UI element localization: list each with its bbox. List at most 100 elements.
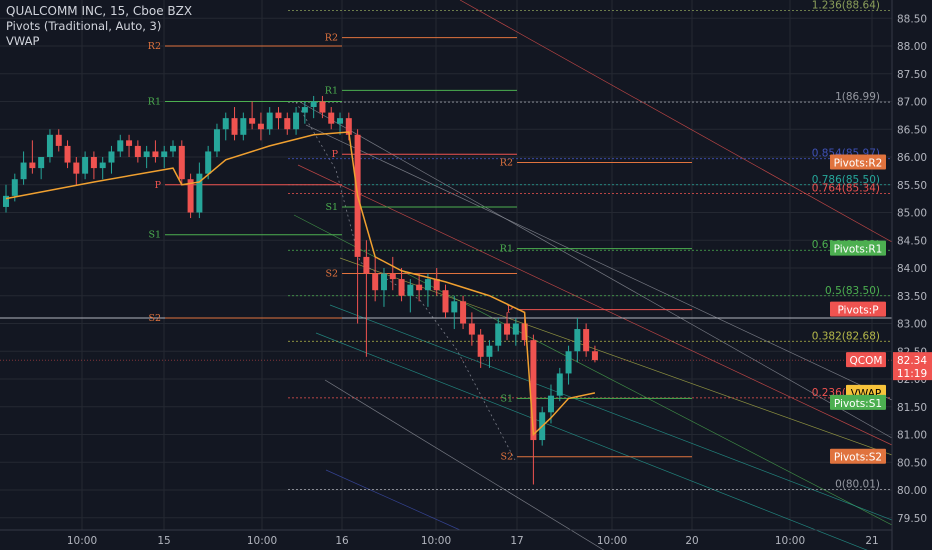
candle-body bbox=[55, 134, 62, 146]
pivot-label: S1 bbox=[148, 230, 161, 241]
candle-body bbox=[310, 101, 317, 108]
candle-body bbox=[512, 323, 519, 335]
fib-level-label: 0(80.01) bbox=[835, 478, 880, 490]
time-tick-label: 16 bbox=[335, 535, 349, 547]
time-tick-label: 15 bbox=[157, 535, 170, 547]
candle-body bbox=[152, 151, 159, 157]
candle-body bbox=[117, 140, 124, 152]
candle-body bbox=[99, 162, 106, 169]
candle-body bbox=[451, 301, 458, 313]
pivot-label: P bbox=[332, 149, 339, 160]
pivot-label: R2 bbox=[500, 158, 513, 169]
price-tag-label: Pivots:P bbox=[837, 305, 878, 317]
vwap-line bbox=[5, 131, 596, 437]
price-tags: Pivots:R2Pivots:R1Pivots:PVWAPPivots:S1P… bbox=[0, 154, 932, 464]
price-tag-label-bg bbox=[830, 154, 886, 170]
candle-body bbox=[187, 179, 194, 213]
channel-line bbox=[459, 0, 893, 243]
price-tag-label: Pivots:S2 bbox=[834, 452, 882, 464]
fib-level-label: 0.5(83.50) bbox=[825, 285, 880, 297]
time-tick-label: 21 bbox=[865, 535, 878, 547]
candle-body bbox=[398, 279, 405, 296]
candle-body bbox=[82, 157, 89, 174]
candle-body bbox=[205, 151, 212, 174]
candle-body bbox=[565, 351, 572, 374]
candle-body bbox=[337, 118, 344, 124]
pivot-label: P bbox=[155, 180, 162, 191]
channel-line bbox=[299, 101, 893, 439]
fib-level-label: 0.786(85.50) bbox=[812, 174, 880, 186]
candle-body bbox=[161, 151, 168, 157]
candle-body bbox=[407, 284, 414, 296]
candle-body bbox=[591, 351, 598, 361]
candle-body bbox=[380, 273, 387, 291]
candle-body bbox=[301, 107, 308, 113]
fib-level-label: 1.236(88.64) bbox=[812, 0, 880, 11]
pivot-label: S2 bbox=[325, 269, 338, 280]
time-tick-label: 10:00 bbox=[67, 535, 97, 547]
price-tag-label: Pivots:R2 bbox=[834, 158, 883, 170]
candle-body bbox=[583, 329, 590, 352]
candle-body bbox=[73, 162, 80, 174]
candle-body bbox=[433, 279, 440, 291]
last-price-tag-bg bbox=[893, 352, 932, 381]
pivot-label: S1 bbox=[325, 202, 338, 213]
time-tick-label: 17 bbox=[510, 535, 523, 547]
candle-body bbox=[275, 112, 282, 119]
channel-line bbox=[339, 257, 893, 456]
candle-body bbox=[328, 112, 335, 124]
candle-body bbox=[530, 340, 537, 441]
candle-body bbox=[257, 123, 264, 130]
candle-body bbox=[46, 134, 53, 157]
candle-body bbox=[293, 112, 300, 130]
candle-body bbox=[108, 151, 115, 163]
pivot-label: R2 bbox=[325, 33, 338, 44]
channel-line bbox=[305, 124, 893, 401]
price-tick-label: 81.00 bbox=[897, 430, 927, 442]
price-tick-label: 80.50 bbox=[897, 457, 927, 469]
time-tick-label: 10:00 bbox=[597, 535, 627, 547]
candle-body bbox=[3, 195, 9, 207]
candle-body bbox=[143, 151, 150, 157]
last-price-value: 82.34 bbox=[897, 355, 927, 367]
candle-body bbox=[424, 279, 431, 291]
candle-body bbox=[477, 334, 484, 357]
price-tick-label: 88.00 bbox=[897, 41, 927, 53]
candle-body bbox=[363, 256, 370, 274]
price-tick-label: 83.50 bbox=[897, 291, 927, 303]
candle-body bbox=[178, 145, 185, 180]
time-tick-label: 10:00 bbox=[775, 535, 805, 547]
price-tag-label-bg bbox=[830, 240, 886, 256]
vwap-path bbox=[5, 131, 596, 437]
candle-body bbox=[196, 173, 203, 213]
time-tick-label: 10:00 bbox=[421, 535, 451, 547]
symbol-title[interactable]: QUALCOMM INC, 15, Cboe BZX bbox=[6, 4, 193, 18]
candle-body bbox=[266, 112, 273, 130]
pivot-label: R1 bbox=[325, 85, 338, 96]
channel-line bbox=[325, 469, 461, 531]
pivots-indicator-label[interactable]: Pivots (Traditional, Auto, 3) bbox=[6, 19, 162, 33]
candle-body bbox=[222, 118, 229, 130]
fib-level-label: 0.764(85.34) bbox=[812, 183, 880, 195]
candle-body bbox=[468, 323, 475, 335]
candle-body bbox=[20, 162, 27, 180]
candle-body bbox=[170, 145, 177, 152]
time-axis[interactable]: 10:00 15 10:00 16 10:00 17 10:00 20 10:00 21 bbox=[0, 529, 892, 547]
price-tick-label: 85.50 bbox=[897, 180, 927, 192]
pivot-label: S2 bbox=[500, 452, 513, 463]
candle-body bbox=[345, 118, 352, 135]
price-tag-label-bg bbox=[830, 301, 886, 317]
vwap-indicator-label[interactable]: VWAP bbox=[6, 34, 40, 48]
price-tick-label: 84.50 bbox=[897, 235, 927, 247]
price-tick-label: 83.00 bbox=[897, 319, 927, 331]
price-axis[interactable]: 79.5080.0080.5081.0081.5082.0082.5083.00… bbox=[891, 0, 927, 550]
candle-body bbox=[495, 323, 502, 346]
chart-legend: QUALCOMM INC, 15, Cboe BZX Pivots (Tradi… bbox=[6, 4, 192, 49]
price-tick-label: 88.50 bbox=[897, 13, 927, 25]
candle-body bbox=[547, 395, 554, 413]
time-tick-label: 10:00 bbox=[247, 535, 277, 547]
candle-body bbox=[460, 301, 467, 324]
chart-grid bbox=[0, 0, 892, 530]
pivot-levels: R2 R1 P S1 S2 R2 R1 P S1 S2 R2 R1 P S1 S2 bbox=[148, 33, 692, 463]
